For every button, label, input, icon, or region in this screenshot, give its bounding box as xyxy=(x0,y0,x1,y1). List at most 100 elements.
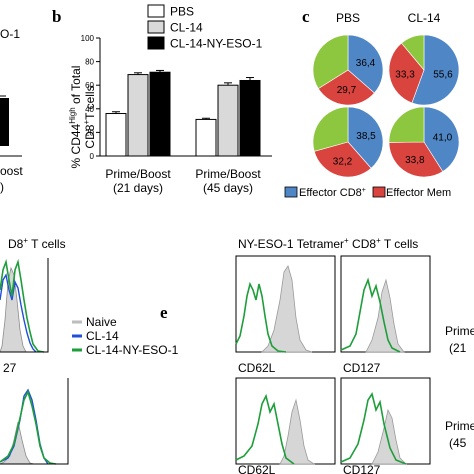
panel-d-bottom-frame xyxy=(0,378,69,465)
panel-e-axis-label-cd62l-bottom: CD62L xyxy=(238,463,276,474)
panel-e-row-label-1-line1: Prime xyxy=(445,324,474,338)
panel-b-legend-swatch-pbs xyxy=(147,4,165,18)
panel-e-histogram-cd127-bottom xyxy=(340,377,431,465)
panel-d-bottom-eso-curve xyxy=(0,389,57,465)
panel-c-pie-pbs-1-label-effector-cd8: 36,4 xyxy=(356,58,376,69)
panel-c-pie-pbs-2-slice-effector-cd8 xyxy=(347,106,384,169)
panel-c-legend-swatch-effector-mem xyxy=(372,186,386,198)
panel-e-letter: e xyxy=(160,303,168,322)
panel-c-pie-cl-14-1-slice-effector-cd8 xyxy=(411,34,460,106)
panel-b-legend-swatch-cl-14 xyxy=(147,20,165,34)
panel-c-pie-cl-14-2-label-effector-cd8: 41,0 xyxy=(433,133,453,144)
panel-a-fragment: O-1 oost ) xyxy=(0,27,23,194)
panel-a-legend-fragment: O-1 xyxy=(0,27,20,41)
panel-b-ytick-label-60: 60 xyxy=(85,81,94,90)
panel-b-ytick-label-0: 0 xyxy=(90,152,95,161)
panel-e-eso-curve-4 xyxy=(340,392,407,465)
panel-e-naive-curve-3 xyxy=(279,398,316,465)
panel-e-naive-curve-4 xyxy=(371,408,407,465)
panel-b-legend-label-pbs: PBS xyxy=(170,5,194,19)
panel-b-xlabel-1-line-1: Prime/Boost xyxy=(105,167,171,181)
panel-e-row-label-1-line2: (21 xyxy=(449,341,467,355)
panel-c-pies: 36,4 29,7 55,6 33,3 38,5 32,2 41,0 33,8 xyxy=(312,34,460,178)
panel-b-bars xyxy=(105,69,261,157)
panel-b-letter: b xyxy=(52,7,61,26)
panel-c-pie-cl-14-1-slice-other xyxy=(401,34,425,71)
panel-c-legend-effector-cd8: Effector CD8+ xyxy=(299,187,366,199)
panel-e-axis-label-cd127-top: CD127 xyxy=(343,361,381,375)
panel-d-title: D8+ T cells xyxy=(8,236,66,251)
panel-b-xlabels: Prime/Boost(21 days)Prime/Boost(45 days) xyxy=(105,167,261,195)
panel-c-pie-pbs-1-slice-effector-cd8 xyxy=(347,34,384,94)
panel-b-bar-pbs-1 xyxy=(105,113,127,157)
panel-c-pie-cl-14-1-slice-effector-memory xyxy=(388,42,425,104)
panel-c-pie-pbs-1-label-effector-memory: 29,7 xyxy=(337,85,357,96)
panel-c-col-label-pbs: PBS xyxy=(336,11,360,25)
panel-e-axis-label-cd127-bottom: CD127 xyxy=(343,463,381,474)
panel-b-ytick-label-80: 80 xyxy=(85,58,94,67)
panel-e-histogram-cd62l-bottom xyxy=(235,377,336,465)
panel-b-legend-swatch-cl-14-ny-eso-1 xyxy=(147,36,165,50)
panel-b-bar-pbs-2 xyxy=(195,118,217,157)
panel-c-pie-pbs-1-slice-other xyxy=(312,34,349,89)
panel-e-naive-curve-1 xyxy=(261,265,313,353)
panel-d-top-cl14-curve xyxy=(0,273,37,353)
panel-b-legend: PBS CL-14 CL-14-NY-ESO-1 xyxy=(147,4,263,51)
panel-e-row-label-2-line1: Prime xyxy=(445,419,474,433)
panel-c-pie-cl-14-1-label-effector-memory: 33,3 xyxy=(395,69,415,80)
panel-e-eso-curve-2 xyxy=(340,277,401,353)
panel-c-pie-pbs-2-label-effector-cd8: 38,5 xyxy=(356,131,376,142)
panel-e: e NY-ESO-1 Tetramer+ CD8+ T cells CD62L … xyxy=(160,236,474,474)
panel-c-pie-cl-14-2-slice-effector-memory xyxy=(388,141,444,178)
panel-a-xlabel-fragment-2: ) xyxy=(0,180,4,194)
panel-d-legend-label-naive: Naive xyxy=(86,315,117,329)
panel-c: c PBS CL-14 36,4 29,7 55,6 33,3 38,5 32,2 41,0… xyxy=(284,7,460,199)
panel-d-histogram-top xyxy=(0,258,49,353)
panel-e-histogram-cd127-top xyxy=(340,255,431,353)
panel-b-bar-cl-14-ny-eso-1-2 xyxy=(239,79,261,157)
panel-c-pie-pbs-2-slice-other xyxy=(312,106,349,152)
panel-d-top-eso-curve xyxy=(0,258,45,353)
panel-a-xlabel-fragment: oost xyxy=(0,164,23,178)
panel-b: b PBS CL-14 CL-14-NY-ESO-1 % CD44High of T… xyxy=(52,4,272,195)
panel-c-pie-pbs-1-slice-effector-memory xyxy=(317,69,375,106)
panel-c-legend-swatch-effector-cd8 xyxy=(284,186,298,198)
panel-e-title: NY-ESO-1 Tetramer+ CD8+ T cells xyxy=(238,236,418,251)
panel-b-bar-cl-14-ny-eso-1-1 xyxy=(149,71,171,157)
panel-e-naive-curve-2 xyxy=(365,278,405,353)
panel-e-row-label-2-line2: (45 xyxy=(449,436,467,450)
panel-c-col-label-cl14: CL-14 xyxy=(408,11,441,25)
panel-d-legend-label-cl-14: CL-14 xyxy=(86,329,119,343)
panel-b-xlabel-1-line-2: (21 days) xyxy=(113,181,163,195)
panel-e-eso-curve-3 xyxy=(235,393,295,465)
panel-d-axis-label: 27 xyxy=(3,361,17,375)
panel-e-histogram-cd62l-top xyxy=(235,255,336,353)
panel-c-pie-pbs-2-slice-effector-memory xyxy=(313,141,372,178)
panel-b-ylabel-line2: CD8+T cells xyxy=(82,85,97,148)
panel-c-letter: c xyxy=(302,7,310,26)
panel-d-legend-label-cl-14-ny-eso-1: CL-14-NY-ESO-1 xyxy=(86,343,179,357)
panel-e-eso-curve-1 xyxy=(235,281,287,353)
panel-a-bar-fragment xyxy=(0,98,9,146)
panel-c-pie-cl-14-2-label-effector-memory: 33,8 xyxy=(405,155,425,166)
panel-d-top-frame xyxy=(0,258,49,353)
panel-b-bar-cl-14-1 xyxy=(127,74,149,157)
panel-b-legend-label-cl-14: CL-14 xyxy=(170,21,203,35)
panel-b-bar-cl-14-2 xyxy=(217,84,239,157)
panel-b-ytick-label-20: 20 xyxy=(85,128,94,137)
panel-b-xlabel-2-line-2: (45 days) xyxy=(203,181,253,195)
panel-c-pie-cl-14-1-label-effector-cd8: 55,6 xyxy=(433,69,453,80)
panel-e-axis-label-cd62l-top: CD62L xyxy=(238,361,276,375)
panel-b-xlabel-2-line-1: Prime/Boost xyxy=(195,167,261,181)
panel-b-ytick-label-100: 100 xyxy=(81,34,95,43)
panel-c-legend-effector-mem: Effector Mem xyxy=(386,187,451,199)
panel-c-pie-cl-14-2-slice-other xyxy=(388,106,425,143)
panel-b-legend-label-cl-14-ny-eso-1: CL-14-NY-ESO-1 xyxy=(170,37,263,51)
panel-c-pie-pbs-2-label-effector-memory: 32,2 xyxy=(333,156,353,167)
panel-b-ytick-label-40: 40 xyxy=(85,105,94,114)
panel-b-ylabel-line1: % CD44High of Total xyxy=(68,66,83,169)
panel-d-histogram-bottom xyxy=(0,378,69,465)
